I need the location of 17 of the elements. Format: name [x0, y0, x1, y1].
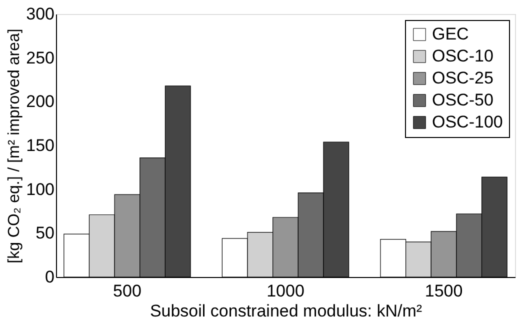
- x-axis-title: Subsoil constrained modulus: kN/m²: [150, 302, 422, 320]
- y-tick-label: 300: [26, 4, 54, 24]
- y-tick-label: 50: [36, 224, 54, 243]
- y-tick-label: 250: [26, 48, 54, 68]
- y-tick-label: 150: [26, 136, 54, 155]
- x-tick-label: 500: [113, 282, 142, 300]
- legend-label: OSC-25: [432, 68, 494, 88]
- y-tick-label: 100: [26, 180, 54, 199]
- y-tick-label: 200: [26, 92, 54, 112]
- legend-label: OSC-10: [432, 46, 494, 66]
- legend-label: OSC-100: [432, 112, 503, 132]
- legend-label: OSC-50: [432, 90, 494, 110]
- y-tick-label: 0: [45, 268, 54, 286]
- legend-label: GEC: [432, 24, 469, 44]
- y-axis-title: [kg CO₂ eq.] / [m² improved area]: [6, 28, 24, 264]
- x-tick-label: 1000: [266, 282, 304, 300]
- x-tick-label: 1500: [424, 282, 463, 300]
